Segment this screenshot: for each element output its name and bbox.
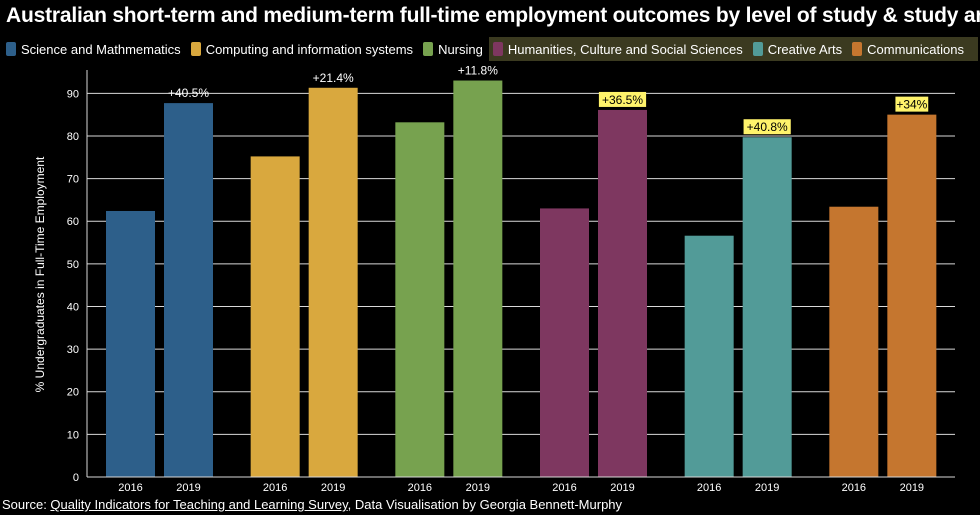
x-tick-label: 2019 [900,482,924,494]
legend-label: Creative Arts [767,41,843,57]
y-axis-title: % Undergraduates in Full-Time Employment [33,156,47,392]
legend-label: Humanities, Culture and Social Sciences [507,41,743,57]
change-label: +40.5% [168,86,209,100]
legend-swatch [752,42,763,56]
change-label: +36.5% [602,93,643,107]
y-tick-label: 50 [67,259,79,271]
x-tick-label: 2019 [176,482,200,494]
y-tick-label: 80 [67,131,79,143]
legend-swatch [423,42,434,56]
legend-item-communications[interactable]: Communications [848,37,978,61]
bar [829,206,879,477]
bar [684,235,734,477]
x-tick-label: 2019 [755,482,779,494]
bar [453,80,503,478]
y-tick-label: 70 [67,174,79,186]
bar [540,208,589,477]
legend-swatch [852,42,863,56]
y-tick-label: 20 [67,387,79,399]
y-tick-label: 10 [67,429,79,441]
source-prefix: Source: [2,497,51,512]
y-tick-label: 60 [67,216,79,228]
bar [164,103,213,477]
source-link[interactable]: Quality Indicators for Teaching and Lear… [50,497,348,512]
legend-label: Communications [867,41,964,57]
x-tick-label: 2016 [842,482,866,494]
x-tick-label: 2016 [118,482,142,494]
bar [106,210,155,477]
x-tick-label: 2016 [552,482,576,494]
bar [308,87,358,477]
legend-item-humanities[interactable]: Humanities, Culture and Social Sciences [488,37,749,61]
legend-swatch [492,42,503,56]
legend-item-nursing[interactable]: Nursing [419,37,489,61]
change-label-highlight [895,96,929,112]
change-label-highlight [743,119,791,135]
legend-item-creative-arts[interactable]: Creative Arts [748,37,849,61]
legend-swatch [190,42,201,56]
legend: Science and Mathmematics Computing and i… [2,37,978,61]
bar [887,114,937,477]
source-suffix: , Data Visualisation by Georgia Bennett-… [347,497,623,512]
x-tick-label: 2019 [610,482,634,494]
legend-swatch [6,42,16,56]
chart-title: Australian short-term and medium-term fu… [6,4,980,27]
legend-label: Science and Mathmematics [21,41,181,57]
change-label: +11.8% [458,64,498,78]
x-tick-label: 2016 [697,482,721,494]
legend-label: Nursing [438,41,483,57]
bar [250,156,300,477]
y-tick-label: 90 [67,88,79,100]
y-tick-label: 40 [67,301,79,313]
change-label: +40.8% [747,120,788,134]
bar [598,109,647,477]
x-tick-label: 2019 [466,482,490,494]
bar [742,137,792,477]
legend-item-computing[interactable]: Computing and information systems [187,37,419,61]
legend-item-science[interactable]: Science and Mathmematics [2,37,187,61]
x-tick-label: 2016 [408,482,432,494]
y-tick-label: 0 [73,472,79,484]
change-label-highlight [598,91,647,107]
x-tick-label: 2016 [263,482,287,494]
change-label: +34% [896,98,927,112]
legend-label: Computing and information systems [205,41,414,57]
y-tick-label: 30 [67,344,79,356]
bar [395,122,445,477]
x-tick-label: 2019 [321,482,345,494]
source-note: Source: Quality Indicators for Teaching … [2,497,622,512]
change-label: +21.4% [313,71,354,85]
